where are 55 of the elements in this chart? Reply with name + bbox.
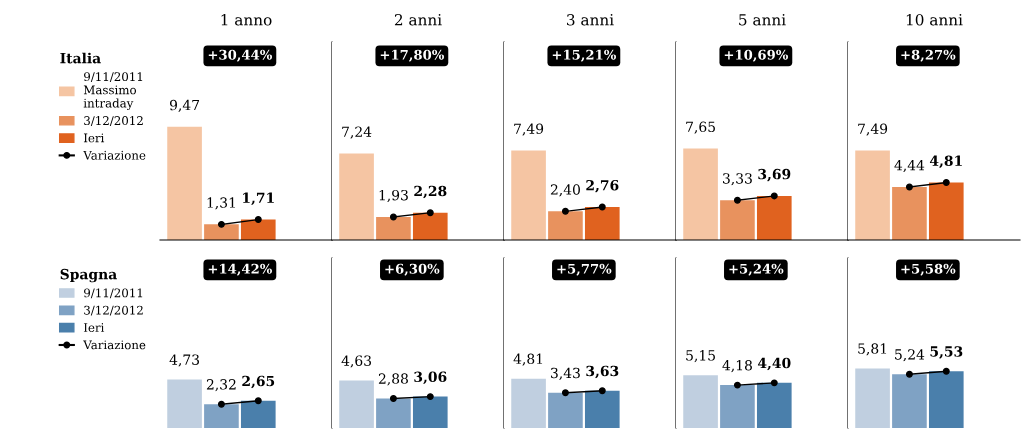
data-label: 4,63 xyxy=(341,355,371,368)
data-label: 3,06 xyxy=(414,371,447,385)
legend-label: Ieri xyxy=(83,323,105,332)
legend-label: Ieri xyxy=(83,133,105,143)
text: +8,27% xyxy=(901,49,956,62)
text: +6,30% xyxy=(385,263,440,276)
data-label: 4,73 xyxy=(169,354,199,367)
chart-title: 10 anni xyxy=(906,13,963,26)
data-label: 5,15 xyxy=(686,350,715,363)
text: +15,21% xyxy=(552,49,616,62)
data-label: 4,81 xyxy=(513,353,543,366)
data-label: 1,31 xyxy=(207,197,235,210)
text: +5,24% xyxy=(729,263,784,276)
chart-title: 1 anno xyxy=(221,13,272,26)
data-label: 1,93 xyxy=(379,189,408,203)
text: +5,77% xyxy=(557,263,612,276)
text: +10,69% xyxy=(724,49,788,62)
data-label: 2,65 xyxy=(242,375,275,389)
text: Variazione xyxy=(83,150,146,160)
data-label: 2,40 xyxy=(550,184,580,197)
text: +30,44% xyxy=(208,49,272,62)
text: +14,42% xyxy=(208,263,272,276)
text: +17,80% xyxy=(380,49,444,62)
legend-title: Italia xyxy=(60,52,101,64)
data-label: 7,24 xyxy=(342,126,372,139)
data-label: 4,44 xyxy=(894,159,925,173)
chart-title: 3 anni xyxy=(567,13,614,26)
text: +5,58% xyxy=(901,263,956,276)
legend-title: Spagna xyxy=(60,268,117,283)
data-label: 9,47 xyxy=(169,99,200,112)
data-label: 7,49 xyxy=(858,123,888,136)
data-label: 3,43 xyxy=(551,367,580,380)
legend-label: 9/11/2011 xyxy=(84,288,143,299)
text: Variazione xyxy=(83,340,146,350)
data-label: 3,69 xyxy=(758,168,791,182)
data-label: 5,81 xyxy=(858,343,887,356)
legend-label: 3/12/2012 xyxy=(84,116,143,126)
data-label: 4,18 xyxy=(722,360,752,373)
data-label: 3,33 xyxy=(723,173,752,186)
data-label: 1,71 xyxy=(243,192,274,206)
data-label: 7,49 xyxy=(514,123,544,136)
data-label: 7,65 xyxy=(686,121,715,134)
legend-label: 3/12/2012 xyxy=(84,305,143,316)
data-label: 2,76 xyxy=(586,179,619,193)
data-label: 5,53 xyxy=(930,346,963,359)
data-label: 4,40 xyxy=(757,357,791,371)
data-label: 5,24 xyxy=(895,349,925,362)
legend-label: 9/11/2011 Massimo intraday xyxy=(83,72,143,110)
data-label: 2,28 xyxy=(414,185,447,199)
data-label: 2,32 xyxy=(206,379,236,392)
chart-title: 5 anni xyxy=(739,14,786,26)
chart-title: 2 anni xyxy=(394,13,442,26)
data-label: 4,81 xyxy=(929,155,962,169)
data-label: 2,88 xyxy=(378,373,408,386)
data-label: 3,63 xyxy=(586,365,619,379)
